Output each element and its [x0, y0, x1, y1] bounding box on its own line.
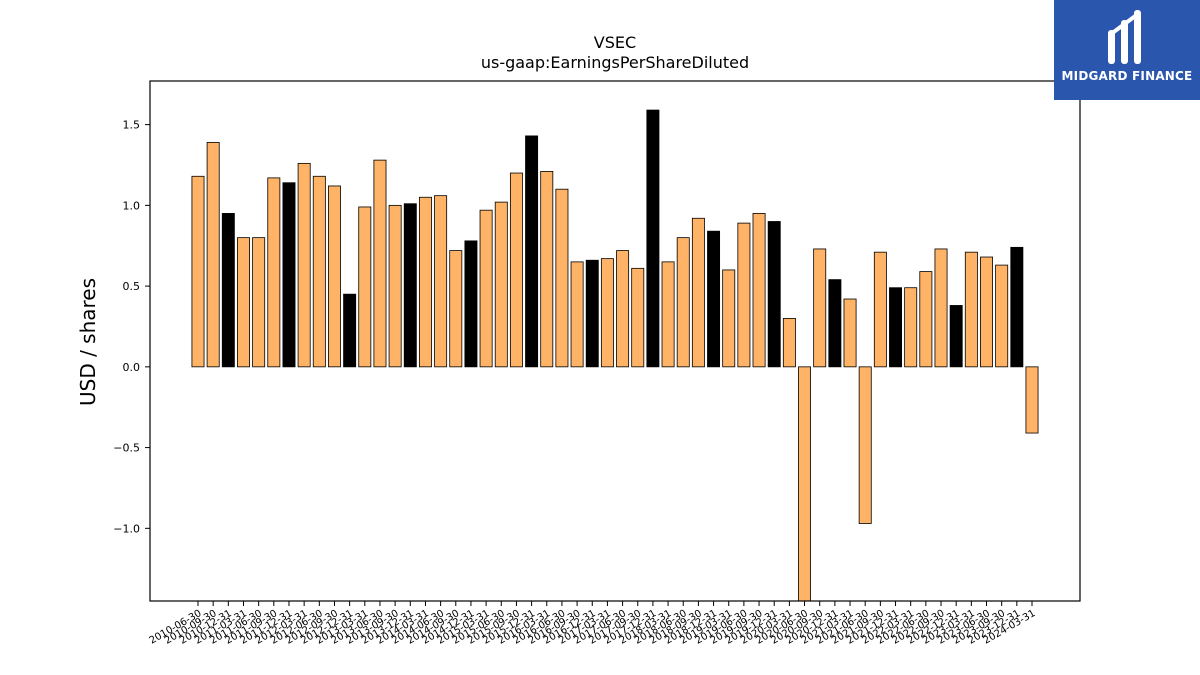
bar-2020-06-30	[798, 366, 812, 602]
bar-2011-09-30	[267, 177, 281, 368]
bar-2010-09-30	[206, 141, 220, 368]
bar-2014-12-31	[464, 240, 478, 368]
bar-2019-06-30	[737, 222, 751, 368]
bar-2023-06-30	[980, 256, 993, 368]
y-tick-label: 1.5	[123, 119, 141, 132]
y-tick-label: 0.0	[123, 361, 141, 374]
bar-2020-09-30	[813, 248, 827, 368]
midgard-logo-icon	[1108, 10, 1141, 64]
bar-2021-12-31	[889, 287, 902, 368]
bar-2012-12-31	[343, 293, 357, 368]
bar-2010-12-31	[221, 213, 235, 368]
plot-frame	[149, 80, 1081, 602]
bar-2012-06-30	[312, 175, 326, 368]
bar-2024-03-31	[1025, 366, 1039, 434]
bar-2016-03-31	[540, 171, 554, 368]
bar-2015-09-30	[509, 172, 523, 368]
bar-2013-03-31	[358, 206, 372, 368]
bar-2015-03-31	[479, 209, 493, 368]
bar-2011-12-31	[282, 182, 296, 368]
bar-2019-03-31	[722, 269, 736, 368]
bar-2012-09-30	[328, 185, 341, 368]
bar-2018-06-30	[676, 237, 690, 368]
bar-2019-12-31	[767, 221, 781, 368]
bar-2022-09-30	[934, 248, 948, 368]
bar-2023-09-30	[995, 264, 1009, 368]
x-axis-ticks: 2010-06-302010-09-302010-12-312011-03-31…	[148, 601, 1038, 647]
bar-2016-12-31	[585, 259, 599, 368]
bar-2021-06-30	[858, 366, 872, 524]
logo-text: MIDGARD FINANCE	[1061, 69, 1193, 83]
bar-2021-03-31	[843, 298, 857, 368]
bar-2013-06-30	[373, 159, 387, 368]
bar-2014-03-31	[418, 196, 432, 368]
bar-2021-09-30	[873, 251, 887, 368]
bar-2020-03-31	[782, 317, 796, 368]
bar-2011-03-31	[237, 237, 250, 368]
y-tick-label: −1.0	[113, 522, 140, 535]
bar-2022-03-31	[904, 287, 918, 368]
y-tick-label: −0.5	[113, 442, 140, 455]
bar-2022-12-31	[949, 305, 963, 368]
chart-subtitle: us-gaap:EarningsPerShareDiluted	[481, 53, 749, 72]
brand-logo: MIDGARD FINANCE	[1054, 0, 1200, 100]
y-axis-ticks: −1.0 −0.5 0.0 0.5 1.0 1.5	[113, 119, 150, 535]
bar-2013-12-31	[403, 203, 417, 368]
y-tick-label: 0.5	[123, 280, 141, 293]
bar-2015-06-30	[494, 201, 508, 368]
bar-2017-09-30	[631, 267, 645, 368]
bar-2018-09-30	[691, 217, 705, 368]
bar-2020-12-31	[828, 279, 842, 368]
bar-2011-06-30	[252, 237, 266, 368]
bar-2019-09-30	[752, 213, 766, 368]
bar-2017-12-31	[646, 109, 660, 368]
bar-2014-09-30	[449, 250, 463, 368]
y-axis-label: USD / shares	[76, 278, 100, 406]
bar-2016-09-30	[570, 261, 584, 368]
bar-2013-09-30	[388, 204, 402, 368]
bar-2016-06-30	[555, 188, 569, 368]
y-tick-label: 1.0	[123, 199, 141, 212]
bar-2017-03-31	[600, 258, 614, 368]
bar-2018-03-31	[661, 261, 675, 368]
bar-2023-12-31	[1010, 246, 1024, 368]
bar-2022-06-30	[919, 271, 933, 368]
bar-2014-06-30	[434, 195, 448, 368]
bar-2017-06-30	[616, 250, 630, 368]
bar-2015-12-31	[525, 135, 539, 368]
bar-2010-06-30	[191, 175, 205, 368]
bar-2018-12-31	[707, 230, 721, 368]
chart-title: VSEC	[594, 33, 636, 52]
bar-2012-03-31	[297, 162, 311, 368]
bar-2023-03-31	[964, 251, 978, 368]
bars-group	[191, 109, 1039, 602]
